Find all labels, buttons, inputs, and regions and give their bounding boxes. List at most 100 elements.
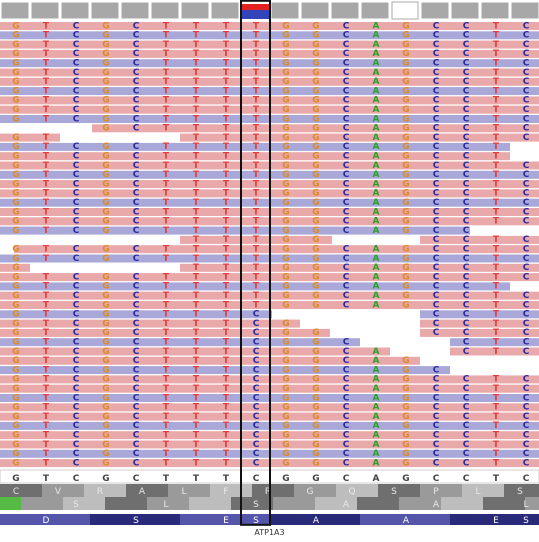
read-base: G (12, 412, 19, 422)
read-base: C (73, 254, 80, 264)
read-base: C (463, 86, 470, 96)
read-base: C (343, 393, 350, 403)
read-base: T (493, 21, 500, 31)
read-base: G (282, 217, 289, 227)
read-base: C (433, 254, 440, 264)
read-base: T (43, 198, 50, 208)
read-base: C (73, 310, 80, 320)
read-base: C (133, 198, 140, 208)
read-base: T (253, 263, 260, 273)
read-base: C (133, 31, 140, 41)
read-base: A (373, 152, 380, 162)
read-base: C (433, 393, 440, 403)
amino-acid: C (13, 487, 19, 497)
reference-base: T (223, 474, 230, 484)
read-base: G (402, 291, 409, 301)
read-base: C (433, 272, 440, 282)
amino-acid: F (223, 487, 228, 497)
read-base: T (493, 431, 500, 441)
reference-base: G (282, 474, 289, 484)
read-base: C (463, 198, 470, 208)
read-base: C (463, 384, 470, 394)
read-base: C (433, 375, 440, 385)
read-base: C (73, 272, 80, 282)
read-base: T (43, 375, 50, 385)
coverage-bar (90, 1, 120, 20)
read-base: G (312, 31, 319, 41)
read-base: T (493, 458, 500, 468)
read-base: T (253, 291, 260, 301)
read-base: G (282, 161, 289, 171)
read-base: C (523, 59, 530, 69)
read-base: G (312, 152, 319, 162)
read-base: C (73, 347, 80, 357)
read-base: T (493, 263, 500, 273)
read-base: C (433, 21, 440, 31)
read-base: C (523, 412, 530, 422)
read-base: G (312, 124, 319, 134)
amino-acid: L (181, 487, 186, 497)
read-base: T (493, 133, 500, 143)
read-base: C (463, 393, 470, 403)
read-base: T (43, 217, 50, 227)
read-base: C (523, 189, 530, 199)
read-base: G (402, 170, 409, 180)
read-base: T (223, 114, 230, 124)
read-base: G (102, 319, 109, 329)
read-base: G (402, 365, 409, 375)
read-base: C (433, 310, 440, 320)
amino-acid: R (265, 487, 271, 497)
read-base: C (73, 384, 80, 394)
read-base: A (373, 114, 380, 124)
read-base: G (282, 31, 289, 41)
read-base: G (102, 282, 109, 292)
read-base: G (402, 282, 409, 292)
read-base: G (402, 393, 409, 403)
read-base: G (102, 198, 109, 208)
read-base: G (12, 328, 19, 338)
read-base: G (102, 431, 109, 441)
read-base: T (223, 105, 230, 115)
read-base: T (193, 21, 200, 31)
read-base: G (312, 254, 319, 264)
read-base: G (12, 96, 19, 106)
read-base: C (133, 49, 140, 59)
amino-acid: S (391, 487, 397, 497)
read-base: T (193, 124, 200, 134)
read-base: T (493, 254, 500, 264)
amino-acid: E (493, 516, 499, 526)
read-base: G (312, 272, 319, 282)
read-base: C (133, 412, 140, 422)
read-base: G (282, 198, 289, 208)
read-base: C (463, 40, 470, 50)
read-base: T (43, 347, 50, 357)
read-base: T (493, 49, 500, 59)
read-base: T (253, 124, 260, 134)
read-base: C (73, 152, 80, 162)
read-base: C (523, 77, 530, 87)
read-base: C (133, 347, 140, 357)
read-base: T (163, 356, 170, 366)
read-base: G (12, 142, 19, 152)
start-codon (0, 497, 21, 510)
read-base: A (373, 40, 380, 50)
read-base: C (253, 458, 260, 468)
read-base: C (73, 142, 80, 152)
read-base: C (463, 300, 470, 310)
read-base: C (343, 300, 350, 310)
read-base: C (73, 245, 80, 255)
read-base: G (282, 338, 289, 348)
read-base: C (523, 105, 530, 115)
read-base: C (343, 189, 350, 199)
read-base: C (133, 105, 140, 115)
read-base: T (43, 300, 50, 310)
read-base: T (193, 96, 200, 106)
read-base: T (163, 440, 170, 450)
read-base: T (223, 365, 230, 375)
read-base: C (253, 338, 260, 348)
read-base: G (402, 77, 409, 87)
read-base: G (402, 300, 409, 310)
read-base: G (312, 393, 319, 403)
read-base: T (493, 105, 500, 115)
